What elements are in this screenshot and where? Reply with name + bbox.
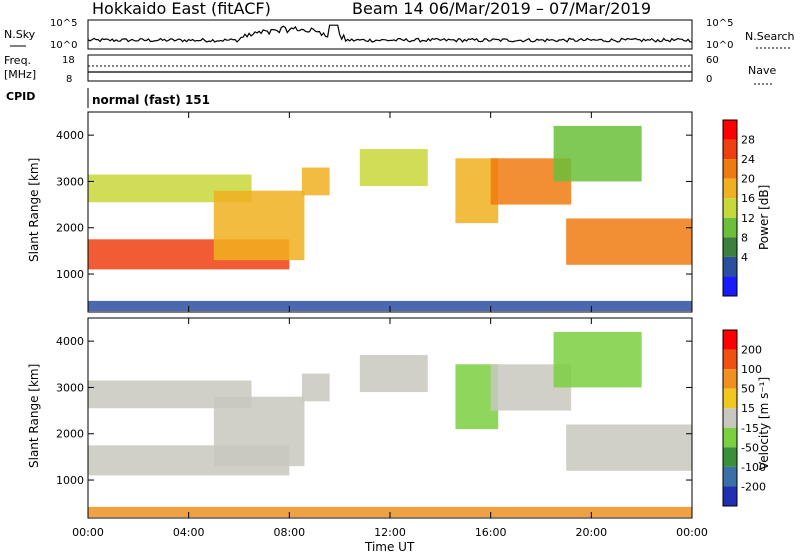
- colorbar-tick-label: 28: [741, 134, 755, 147]
- power-echo-region: [359, 149, 428, 187]
- y-tick-label: 4000: [56, 335, 84, 348]
- colorbar-swatch: [723, 256, 737, 277]
- colorbar-swatch: [723, 237, 737, 257]
- power-y-ticks: 1000 2000 3000 4000: [56, 129, 692, 281]
- colorbar-tick-label: 4: [741, 251, 748, 264]
- power-echo-region: [553, 125, 642, 182]
- velocity-echo-region: [553, 331, 642, 388]
- colorbar-swatch: [723, 178, 737, 199]
- freq-label: Freq.: [4, 54, 31, 67]
- noise-panel-frame: [87, 19, 693, 50]
- noise-left-tick-bottom: 10^0: [50, 40, 77, 51]
- colorbar-swatch: [723, 276, 737, 296]
- freq-tick-bottom: 8: [66, 74, 72, 85]
- cpid-label: CPID: [6, 90, 35, 103]
- colorbar-frame: [722, 329, 738, 507]
- colorbar-tick-label: 15: [741, 402, 755, 415]
- colorbar-tick-label: -50: [741, 441, 759, 454]
- colorbar-swatch: [723, 159, 737, 179]
- colorbar-tick-label: 100: [741, 363, 762, 376]
- freq-unit-label: [MHz]: [4, 68, 36, 81]
- colorbar-swatch: [723, 369, 737, 389]
- y-tick-label: 2000: [56, 428, 84, 441]
- freq-tick-top: 18: [62, 55, 75, 66]
- velocity-echo-region: [88, 506, 692, 518]
- x-axis-ticks: 00:00 04:00 08:00 12:00 16:00 20:00 00:00: [72, 112, 708, 539]
- x-axis-label: Time UT: [364, 540, 415, 554]
- freq-panel-frame: [87, 54, 693, 82]
- noise-right-tick-bottom: 10^0: [706, 40, 733, 51]
- power-echo-region: [213, 190, 305, 261]
- noise-right-label: N.Search: [745, 30, 795, 43]
- power-ylabel: Slant Range [km]: [27, 158, 41, 262]
- power-echo-region: [88, 300, 692, 312]
- cpid-value: normal (fast) 151: [92, 93, 210, 107]
- colorbar-swatch: [723, 349, 737, 370]
- colorbar-swatch: [723, 217, 737, 238]
- power-echoes: [88, 125, 692, 312]
- colorbar-tick-label: 20: [741, 173, 755, 186]
- colorbar-swatch: [723, 427, 737, 448]
- colorbar-tick-label: -200: [741, 480, 766, 493]
- colorbar-tick-label: 16: [741, 192, 755, 205]
- velocity-ylabel: Slant Range [km]: [27, 364, 41, 468]
- power-echo-region: [301, 167, 330, 196]
- velocity-echo-region: [301, 373, 330, 402]
- colorbar-swatch: [723, 388, 737, 409]
- power-colorbar-label: Power [dB]: [757, 185, 771, 250]
- noise-right-tick-top: 10^5: [706, 18, 733, 29]
- colorbar-swatch: [723, 120, 737, 140]
- colorbar-swatch: [723, 330, 737, 350]
- colorbar-frame: [722, 119, 738, 297]
- colorbar-swatch: [723, 447, 737, 467]
- beam-date-title: Beam 14 06/Mar/2019 – 07/Mar/2019: [352, 0, 651, 18]
- colorbar-swatch: [723, 198, 737, 218]
- y-tick-label: 1000: [56, 474, 84, 487]
- power-colorbar: 28 24 20 16 12 8 4: [722, 119, 755, 297]
- x-tick-label: 20:00: [575, 526, 607, 539]
- nave-tick-bottom: 0: [706, 74, 712, 85]
- colorbar-swatch: [723, 466, 737, 487]
- colorbar-swatch: [723, 408, 737, 428]
- colorbar-swatch: [723, 486, 737, 506]
- velocity-echoes: [88, 331, 692, 518]
- noise-left-label: N.Sky: [4, 28, 36, 41]
- y-tick-label: 1000: [56, 268, 84, 281]
- velocity-y-ticks: 1000 2000 3000 4000: [56, 335, 692, 487]
- x-tick-label: 08:00: [273, 526, 305, 539]
- x-tick-label: 12:00: [374, 526, 406, 539]
- colorbar-tick-label: -15: [741, 422, 759, 435]
- y-tick-label: 3000: [56, 381, 84, 394]
- colorbar-tick-label: -100: [741, 461, 766, 474]
- x-tick-label: 00:00: [72, 526, 104, 539]
- velocity-colorbar: 200 100 50 15 -15 -50 -100 -200: [722, 329, 766, 507]
- y-tick-label: 3000: [56, 175, 84, 188]
- x-tick-label: 00:00: [676, 526, 708, 539]
- y-tick-label: 2000: [56, 222, 84, 235]
- velocity-echo-region: [566, 424, 692, 471]
- noise-left-tick-top: 10^5: [50, 18, 77, 29]
- colorbar-tick-label: 50: [741, 383, 755, 396]
- x-tick-label: 04:00: [173, 526, 205, 539]
- nave-label: Nave: [748, 64, 776, 77]
- velocity-echo-region: [213, 396, 305, 467]
- velocity-colorbar-label: Velocity [m s⁻¹]: [757, 377, 771, 470]
- station-title: Hokkaido East (fitACF): [92, 0, 271, 18]
- y-tick-label: 4000: [56, 129, 84, 142]
- colorbar-tick-label: 24: [741, 153, 755, 166]
- colorbar-tick-label: 200: [741, 344, 762, 357]
- nave-tick-top: 60: [706, 55, 719, 66]
- colorbar-tick-label: 8: [741, 231, 748, 244]
- colorbar-tick-label: 12: [741, 212, 755, 225]
- velocity-echo-region: [359, 355, 428, 393]
- colorbar-swatch: [723, 139, 737, 160]
- noise-trace: [87, 24, 693, 43]
- x-tick-label: 16:00: [475, 526, 507, 539]
- power-echo-region: [566, 218, 692, 265]
